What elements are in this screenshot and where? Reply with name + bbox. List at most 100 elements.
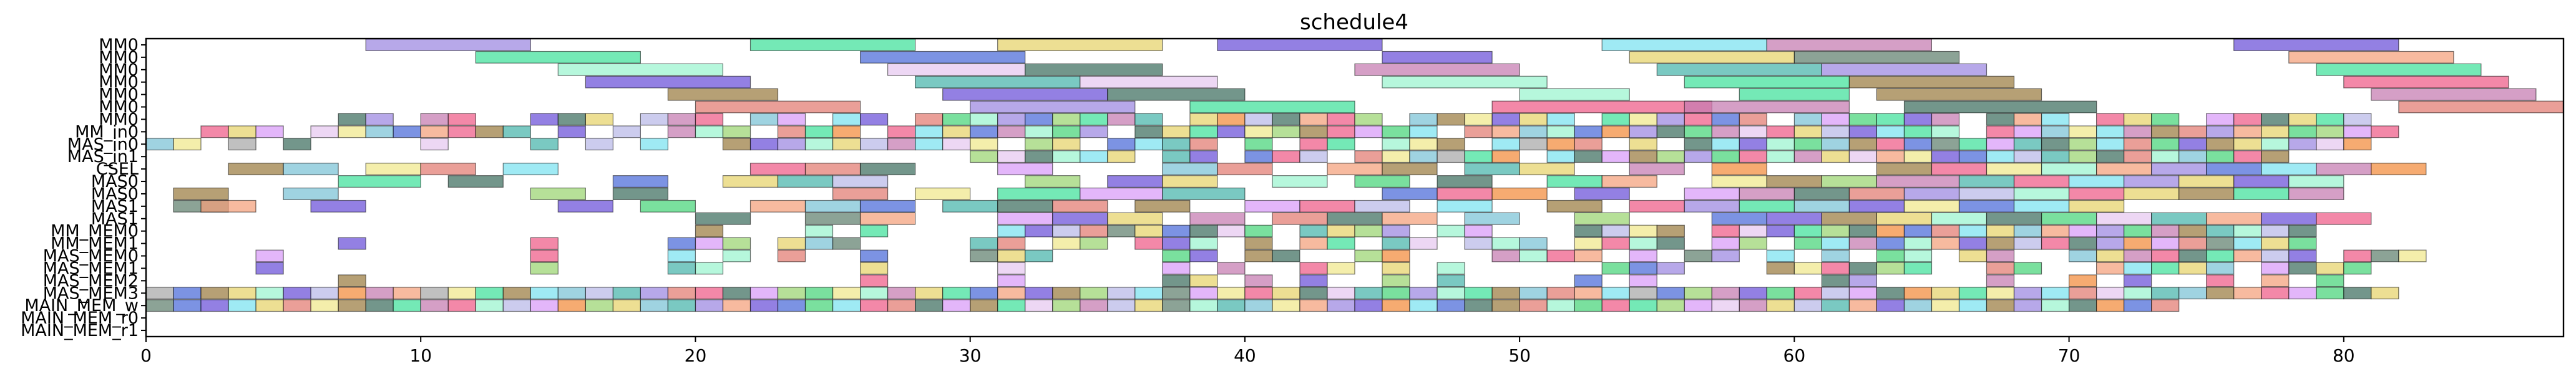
task-bar — [887, 63, 1026, 76]
task-bar — [1766, 125, 1795, 138]
task-bar — [1546, 175, 1603, 188]
x-tick-label: 70 — [2058, 345, 2081, 366]
task-bar — [310, 299, 339, 312]
task-bar — [2261, 163, 2317, 176]
task-bar — [1189, 138, 1218, 151]
task-bar — [1382, 237, 1410, 250]
task-bar — [1162, 125, 1191, 138]
task-bar — [1931, 150, 1960, 163]
task-bar — [1519, 299, 1548, 312]
task-bar — [859, 224, 889, 237]
task-bar — [914, 75, 1081, 89]
task-bar — [1437, 299, 1465, 312]
task-bar — [2371, 287, 2399, 300]
task-bar — [2124, 237, 2152, 250]
task-bar — [1821, 224, 1850, 237]
task-bar — [1931, 237, 1960, 250]
task-bar — [530, 113, 559, 126]
task-bar — [1189, 237, 1218, 250]
task-bar — [1848, 237, 1877, 250]
task-bar — [804, 138, 834, 151]
task-bar — [1080, 113, 1108, 126]
task-bar — [2288, 125, 2317, 138]
task-bar — [1739, 125, 1767, 138]
task-bar — [2151, 262, 2180, 275]
task-bar — [1052, 138, 1081, 151]
task-bar — [1684, 75, 1850, 89]
task-bar — [859, 274, 889, 287]
task-bar — [942, 199, 998, 213]
task-bar — [695, 212, 751, 225]
task-bar — [914, 113, 944, 126]
task-bar — [1052, 125, 1081, 138]
task-bar — [1189, 150, 1218, 163]
chart-title: schedule4 — [1300, 10, 1408, 35]
task-bar — [2124, 249, 2152, 262]
task-bar — [1327, 125, 1355, 138]
task-bar — [1821, 287, 1850, 300]
task-bar — [832, 175, 889, 188]
task-bar — [1189, 113, 1218, 126]
task-bar — [2398, 100, 2564, 113]
task-bar — [310, 125, 339, 138]
task-bar — [2206, 138, 2235, 151]
task-bar — [475, 299, 504, 312]
task-bar — [447, 175, 504, 188]
task-bar — [1546, 249, 1575, 262]
task-bar — [2178, 287, 2207, 300]
y-tick-label: MAIN_MEM_r0 — [21, 309, 139, 328]
task-bar — [1546, 138, 1575, 151]
task-bar — [749, 38, 916, 51]
y-tick-label: MM0 — [99, 98, 139, 117]
task-bar — [804, 224, 834, 237]
task-bar — [1821, 150, 1850, 163]
task-bar — [942, 287, 971, 300]
task-bar — [1162, 224, 1191, 237]
task-bar — [1903, 299, 1933, 312]
task-bar — [2013, 175, 2070, 188]
task-bar — [1876, 287, 1905, 300]
task-bar — [1272, 249, 1300, 262]
task-bar — [1711, 212, 1767, 225]
task-bar — [1354, 287, 1383, 300]
task-bar — [1629, 138, 1657, 151]
task-bar — [2096, 125, 2125, 138]
task-bar — [2069, 175, 2125, 188]
task-bar — [859, 163, 916, 176]
task-bar — [1931, 299, 1960, 312]
task-bar — [695, 224, 724, 237]
task-bar — [393, 299, 421, 312]
task-bar — [1903, 249, 1933, 262]
task-bar — [2316, 287, 2344, 300]
task-bar — [502, 125, 531, 138]
task-bar — [2206, 163, 2262, 176]
task-bar — [2013, 188, 2070, 200]
task-bar — [1656, 299, 1685, 312]
task-bar — [1437, 150, 1465, 163]
task-bar — [1354, 224, 1383, 237]
task-bar — [1601, 150, 1630, 163]
y-tick-label: MAIN_MEM_r1 — [21, 321, 139, 340]
task-bar — [2069, 274, 2097, 287]
task-bar — [1491, 188, 1548, 200]
task-bar — [1656, 287, 1685, 300]
task-bar — [1025, 299, 1053, 312]
task-bar — [475, 50, 641, 64]
task-bar — [1821, 212, 1877, 225]
task-bar — [777, 237, 806, 250]
task-bar — [2069, 150, 2097, 163]
task-bar — [283, 287, 311, 300]
task-bar — [1876, 138, 1905, 151]
task-bar — [2013, 237, 2042, 250]
task-bar — [1601, 125, 1630, 138]
task-bar — [1903, 262, 1933, 275]
task-bar — [2398, 249, 2427, 262]
task-bar — [1656, 224, 1685, 237]
task-bar — [1244, 199, 1300, 213]
task-bar — [1821, 175, 1877, 188]
task-bar — [1766, 175, 1822, 188]
task-bar — [1848, 188, 1905, 200]
task-bar — [2343, 138, 2372, 151]
task-bar — [667, 113, 696, 126]
task-bar — [1821, 262, 1850, 275]
